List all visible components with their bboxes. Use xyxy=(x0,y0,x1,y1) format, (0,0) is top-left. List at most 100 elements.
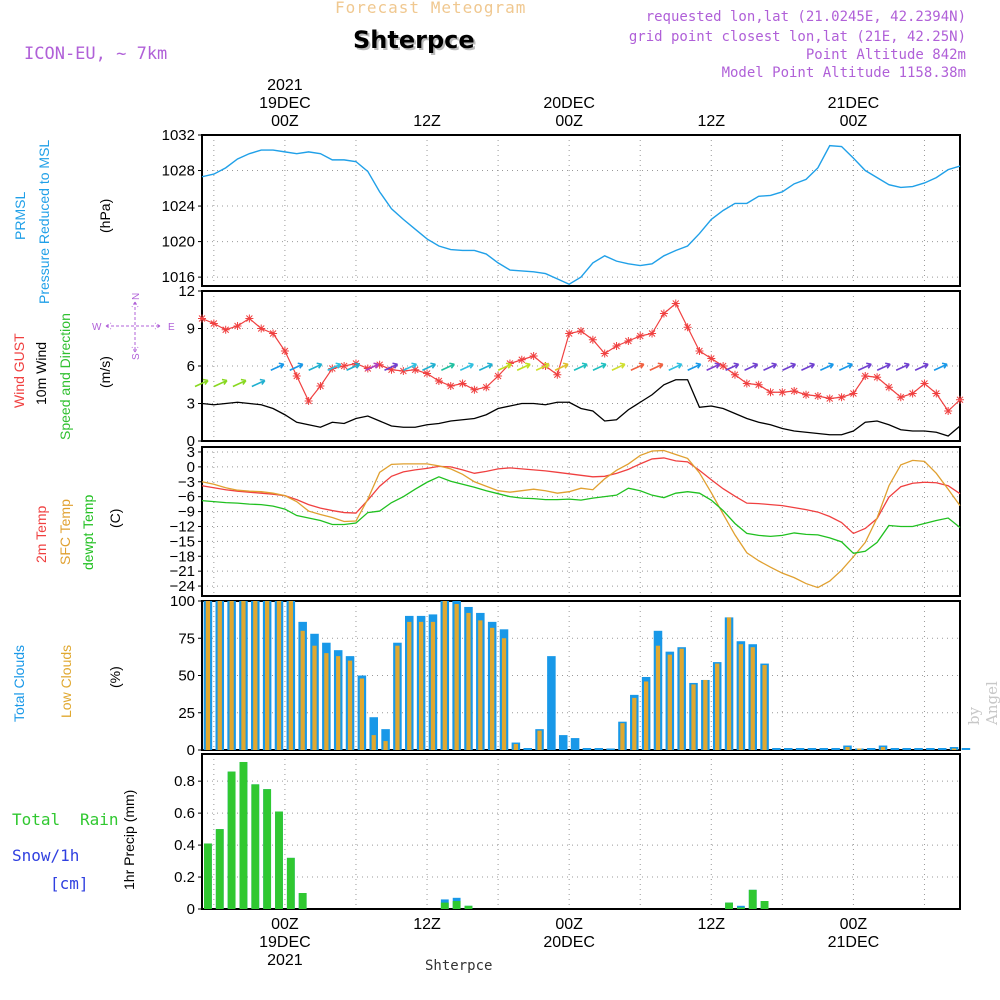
rain-bar xyxy=(736,907,745,909)
bottom-time-label: 00Z xyxy=(555,916,583,933)
gust-point xyxy=(873,373,882,382)
wind-direction-arrow xyxy=(289,362,304,371)
label-speed-direction: Speed and Direction xyxy=(57,313,73,440)
wind-direction-arrow xyxy=(820,362,834,371)
wind-direction-arrow xyxy=(459,362,474,371)
bottom-time-label: 00Z xyxy=(840,916,868,933)
low-clouds-bar xyxy=(229,601,234,750)
wind-direction-arrow xyxy=(308,362,323,371)
rain-bar xyxy=(239,761,248,909)
gust-point xyxy=(659,309,668,318)
wind-direction-arrow xyxy=(763,362,778,371)
gust-point xyxy=(754,380,763,389)
y-tick-label: 1016 xyxy=(162,269,195,286)
label-dewpt-temp: dewpt Temp xyxy=(80,495,96,570)
wind-direction-arrow xyxy=(838,362,853,371)
model-label: ICON-EU, ~ 7km xyxy=(24,44,168,64)
low-clouds-bar xyxy=(951,748,957,750)
rain-bar xyxy=(286,857,295,909)
wind-direction-arrow xyxy=(478,362,493,371)
low-clouds-bar xyxy=(312,645,317,750)
low-clouds-bar xyxy=(265,601,270,750)
top-time-label: 21DEC xyxy=(828,95,880,112)
bottom-time-label: 2021 xyxy=(267,952,303,969)
wind-direction-arrow xyxy=(441,362,455,371)
wind-direction-arrow xyxy=(744,362,759,371)
low-clouds-bar xyxy=(454,603,459,750)
wind-direction-arrow xyxy=(895,362,910,371)
gust-point xyxy=(517,355,526,364)
top-time-label: 00Z xyxy=(840,113,868,130)
rain-bar xyxy=(275,811,283,909)
bottom-time-label: 00Z xyxy=(271,916,299,933)
low-clouds-bar xyxy=(383,741,388,750)
panel-frame xyxy=(201,600,961,751)
gust-point xyxy=(245,314,254,323)
gust-point xyxy=(896,393,905,402)
pressure-line xyxy=(201,144,961,286)
wind-direction-arrow xyxy=(592,362,607,371)
y-tick-label: −3 xyxy=(178,474,195,491)
gust-point xyxy=(198,314,206,323)
low-clouds-bar xyxy=(418,621,424,750)
bottom-time-label: 12Z xyxy=(697,916,725,933)
gust-point xyxy=(434,377,443,385)
wind-direction-arrow xyxy=(346,362,361,371)
top-time-label: 00Z xyxy=(555,113,583,130)
gust-point xyxy=(920,379,929,388)
low-clouds-bar xyxy=(537,730,542,750)
gust-point xyxy=(648,329,657,338)
gust-point xyxy=(280,347,289,355)
low-clouds-bar xyxy=(407,621,412,750)
low-clouds-bar xyxy=(217,601,222,750)
temp-2m-line xyxy=(201,457,961,535)
rain-bar xyxy=(725,902,733,909)
wind-direction-arrow xyxy=(630,362,645,371)
y-tick-label: −6 xyxy=(178,489,195,506)
top-time-label: 00Z xyxy=(271,113,299,130)
low-clouds-bar xyxy=(300,630,305,750)
low-clouds-bar xyxy=(738,644,744,750)
gust-point xyxy=(588,335,597,344)
wind-direction-arrow xyxy=(914,362,929,371)
wind-direction-arrow xyxy=(782,362,797,371)
y-tick-label: 6 xyxy=(187,358,195,375)
wind-direction-arrow xyxy=(611,362,626,371)
low-clouds-bar xyxy=(478,620,483,750)
top-time-label: 2021 xyxy=(267,77,303,94)
low-clouds-bar xyxy=(205,601,211,750)
low-clouds-bar xyxy=(395,645,400,750)
panel-wind: 0 3 6 9 12 Wind GUST 10m Wind Speed and Directi… xyxy=(11,283,964,450)
low-clouds-bar xyxy=(347,660,353,750)
compass-e: E xyxy=(168,322,175,333)
gust-point xyxy=(778,388,787,397)
gust-point xyxy=(482,383,491,392)
low-clouds-bar xyxy=(466,612,471,750)
gust-point xyxy=(233,322,242,330)
gust-point xyxy=(683,323,692,332)
y-tick-label: 0.6 xyxy=(174,805,195,822)
label-rain: Rain xyxy=(80,810,119,829)
label-pressure-msl: Pressure Reduced to MSL xyxy=(36,140,52,304)
gust-point xyxy=(861,372,870,380)
wind-direction-arrow xyxy=(270,362,285,371)
low-clouds-bar xyxy=(288,601,293,750)
gust-point xyxy=(908,389,917,398)
panel-frame xyxy=(201,753,961,910)
gust-point xyxy=(209,319,218,328)
low-clouds-bar xyxy=(857,748,862,750)
low-clouds-bar xyxy=(845,747,850,750)
requested-coordinates: requested lon,lat (21.0245E, 42.2394N) xyxy=(645,9,966,25)
compass-rose xyxy=(105,301,161,353)
rain-bar xyxy=(263,789,272,909)
top-time-label: 19DEC xyxy=(259,95,311,112)
low-clouds-bar xyxy=(430,621,436,750)
wind-direction-arrow xyxy=(554,362,569,371)
rain-bar xyxy=(760,901,769,909)
gust-point xyxy=(387,365,396,374)
panel-frame xyxy=(201,290,961,442)
wind-direction-arrow xyxy=(649,362,664,371)
gust-point xyxy=(423,369,432,378)
gust-point xyxy=(600,349,609,358)
